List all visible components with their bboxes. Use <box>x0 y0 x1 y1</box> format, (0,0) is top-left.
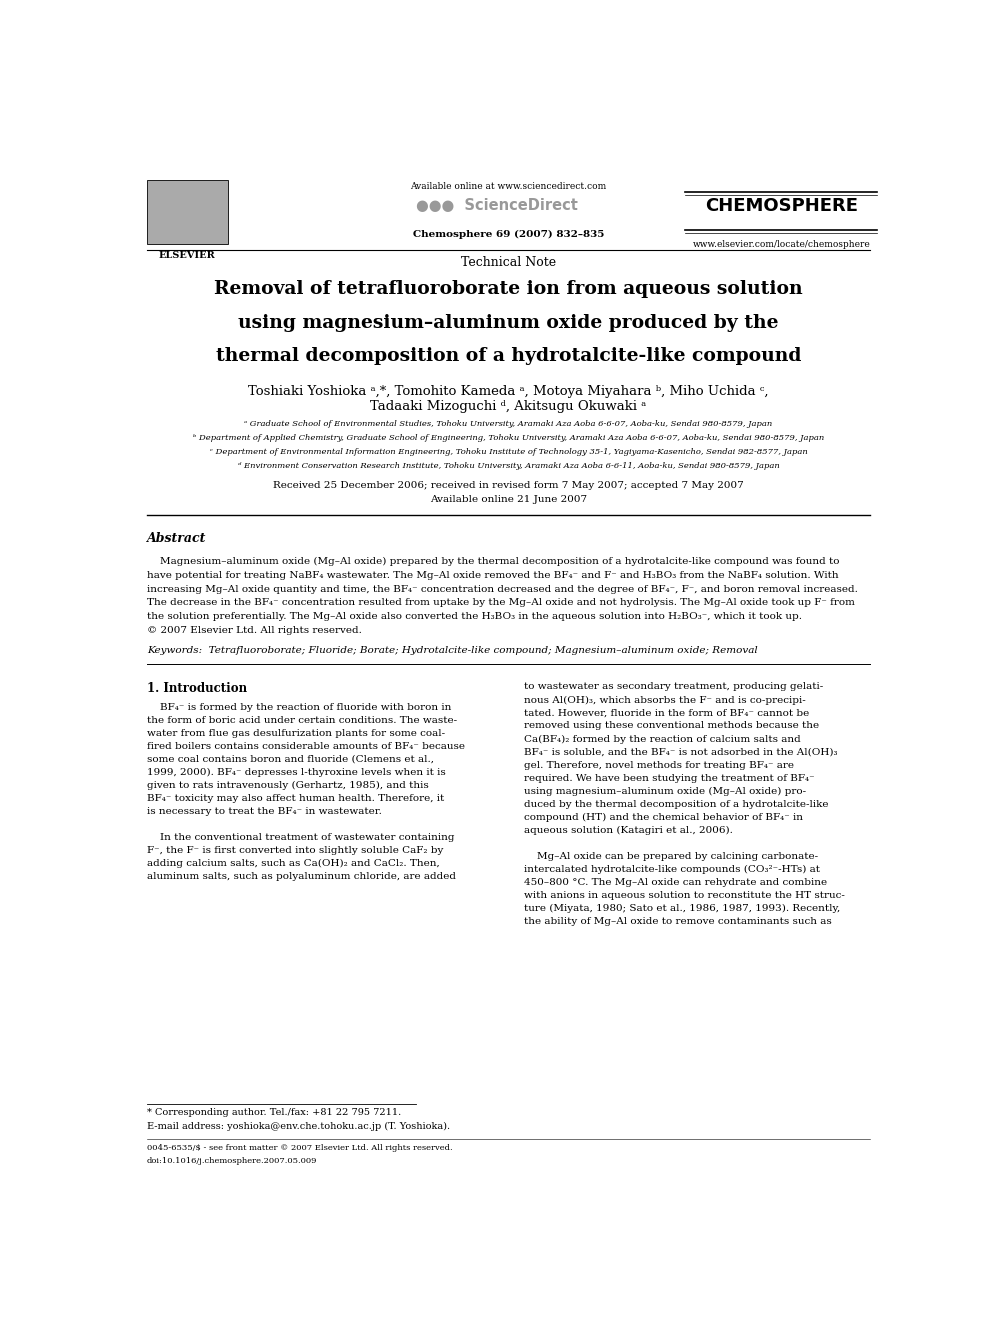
Text: The decrease in the BF₄⁻ concentration resulted from uptake by the Mg–Al oxide a: The decrease in the BF₄⁻ concentration r… <box>147 598 855 607</box>
Text: intercalated hydrotalcite-like compounds (CO₃²⁻-HTs) at: intercalated hydrotalcite-like compounds… <box>524 865 819 875</box>
Text: Tadaaki Mizoguchi ᵈ, Akitsugu Okuwaki ᵃ: Tadaaki Mizoguchi ᵈ, Akitsugu Okuwaki ᵃ <box>370 400 647 413</box>
Text: tated. However, fluoride in the form of BF₄⁻ cannot be: tated. However, fluoride in the form of … <box>524 708 809 717</box>
Text: BF₄⁻ toxicity may also affect human health. Therefore, it: BF₄⁻ toxicity may also affect human heal… <box>147 794 444 803</box>
Text: Mg–Al oxide can be prepared by calcining carbonate-: Mg–Al oxide can be prepared by calcining… <box>524 852 817 861</box>
Text: given to rats intravenously (Gerhartz, 1985), and this: given to rats intravenously (Gerhartz, 1… <box>147 781 429 790</box>
Text: Abstract: Abstract <box>147 532 206 545</box>
Text: have potential for treating NaBF₄ wastewater. The Mg–Al oxide removed the BF₄⁻ a: have potential for treating NaBF₄ wastew… <box>147 570 838 579</box>
Text: fired boilers contains considerable amounts of BF₄⁻ because: fired boilers contains considerable amou… <box>147 742 465 751</box>
Text: aluminum salts, such as polyaluminum chloride, are added: aluminum salts, such as polyaluminum chl… <box>147 872 456 881</box>
Text: Toshiaki Yoshioka ᵃ,*, Tomohito Kameda ᵃ, Motoya Miyahara ᵇ, Miho Uchida ᶜ,: Toshiaki Yoshioka ᵃ,*, Tomohito Kameda ᵃ… <box>248 385 769 398</box>
Text: ᶜ Department of Environmental Information Engineering, Tohoku Institute of Techn: ᶜ Department of Environmental Informatio… <box>209 448 807 456</box>
Text: Technical Note: Technical Note <box>461 255 556 269</box>
Text: In the conventional treatment of wastewater containing: In the conventional treatment of wastewa… <box>147 833 454 843</box>
Text: ture (Miyata, 1980; Sato et al., 1986, 1987, 1993). Recently,: ture (Miyata, 1980; Sato et al., 1986, 1… <box>524 904 840 913</box>
Text: is necessary to treat the BF₄⁻ in wastewater.: is necessary to treat the BF₄⁻ in wastew… <box>147 807 382 816</box>
Text: BF₄⁻ is formed by the reaction of fluoride with boron in: BF₄⁻ is formed by the reaction of fluori… <box>147 703 451 712</box>
Text: BF₄⁻ is soluble, and the BF₄⁻ is not adsorbed in the Al(OH)₃: BF₄⁻ is soluble, and the BF₄⁻ is not ads… <box>524 747 837 757</box>
Text: Ca(BF₄)₂ formed by the reaction of calcium salts and: Ca(BF₄)₂ formed by the reaction of calci… <box>524 734 801 744</box>
Text: nous Al(OH)₃, which absorbs the F⁻ and is co-precipi-: nous Al(OH)₃, which absorbs the F⁻ and i… <box>524 696 806 705</box>
Text: the form of boric acid under certain conditions. The waste-: the form of boric acid under certain con… <box>147 716 457 725</box>
Text: using magnesium–aluminum oxide (Mg–Al oxide) pro-: using magnesium–aluminum oxide (Mg–Al ox… <box>524 787 806 796</box>
Text: * Corresponding author. Tel./fax: +81 22 795 7211.: * Corresponding author. Tel./fax: +81 22… <box>147 1109 402 1117</box>
Text: some coal contains boron and fluoride (Clemens et al.,: some coal contains boron and fluoride (C… <box>147 755 434 763</box>
Text: duced by the thermal decomposition of a hydrotalcite-like: duced by the thermal decomposition of a … <box>524 799 828 808</box>
Text: doi:10.1016/j.chemosphere.2007.05.009: doi:10.1016/j.chemosphere.2007.05.009 <box>147 1158 317 1166</box>
Text: © 2007 Elsevier Ltd. All rights reserved.: © 2007 Elsevier Ltd. All rights reserved… <box>147 626 362 635</box>
Text: gel. Therefore, novel methods for treating BF₄⁻ are: gel. Therefore, novel methods for treati… <box>524 761 794 770</box>
Text: using magnesium–aluminum oxide produced by the: using magnesium–aluminum oxide produced … <box>238 314 779 332</box>
Text: the solution preferentially. The Mg–Al oxide also converted the H₃BO₃ in the aqu: the solution preferentially. The Mg–Al o… <box>147 613 803 620</box>
Text: water from flue gas desulfurization plants for some coal-: water from flue gas desulfurization plan… <box>147 729 445 738</box>
Text: increasing Mg–Al oxide quantity and time, the BF₄⁻ concentration decreased and t: increasing Mg–Al oxide quantity and time… <box>147 585 858 594</box>
Text: with anions in aqueous solution to reconstitute the HT struc-: with anions in aqueous solution to recon… <box>524 890 844 900</box>
Text: 450–800 °C. The Mg–Al oxide can rehydrate and combine: 450–800 °C. The Mg–Al oxide can rehydrat… <box>524 878 827 886</box>
Text: Magnesium–aluminum oxide (Mg–Al oxide) prepared by the thermal decomposition of : Magnesium–aluminum oxide (Mg–Al oxide) p… <box>147 557 839 566</box>
Text: compound (HT) and the chemical behavior of BF₄⁻ in: compound (HT) and the chemical behavior … <box>524 812 803 822</box>
Text: Received 25 December 2006; received in revised form 7 May 2007; accepted 7 May 2: Received 25 December 2006; received in r… <box>273 480 744 490</box>
Text: E-mail address: yoshioka@env.che.tohoku.ac.jp (T. Yoshioka).: E-mail address: yoshioka@env.che.tohoku.… <box>147 1122 450 1131</box>
Text: to wastewater as secondary treatment, producing gelati-: to wastewater as secondary treatment, pr… <box>524 683 823 692</box>
Text: Available online at www.sciencedirect.com: Available online at www.sciencedirect.co… <box>411 183 606 192</box>
Text: 0045-6535/$ - see front matter © 2007 Elsevier Ltd. All rights reserved.: 0045-6535/$ - see front matter © 2007 El… <box>147 1144 452 1152</box>
Text: ᵈ Environment Conservation Research Institute, Tohoku University, Aramaki Aza Ao: ᵈ Environment Conservation Research Inst… <box>237 462 780 471</box>
Text: ᵃ Graduate School of Environmental Studies, Tohoku University, Aramaki Aza Aoba : ᵃ Graduate School of Environmental Studi… <box>244 419 773 427</box>
Text: ●●●  ScienceDirect: ●●● ScienceDirect <box>416 198 577 213</box>
FancyBboxPatch shape <box>147 180 228 245</box>
Text: adding calcium salts, such as Ca(OH)₂ and CaCl₂. Then,: adding calcium salts, such as Ca(OH)₂ an… <box>147 859 439 868</box>
Text: CHEMOSPHERE: CHEMOSPHERE <box>705 197 858 216</box>
Text: 1999, 2000). BF₄⁻ depresses l-thyroxine levels when it is: 1999, 2000). BF₄⁻ depresses l-thyroxine … <box>147 767 445 777</box>
Text: thermal decomposition of a hydrotalcite-like compound: thermal decomposition of a hydrotalcite-… <box>215 347 802 365</box>
Text: Removal of tetrafluoroborate ion from aqueous solution: Removal of tetrafluoroborate ion from aq… <box>214 280 803 298</box>
Text: aqueous solution (Katagiri et al., 2006).: aqueous solution (Katagiri et al., 2006)… <box>524 826 733 835</box>
Text: 1. Introduction: 1. Introduction <box>147 683 247 696</box>
Text: required. We have been studying the treatment of BF₄⁻: required. We have been studying the trea… <box>524 774 814 783</box>
Text: ᵇ Department of Applied Chemistry, Graduate School of Engineering, Tohoku Univer: ᵇ Department of Applied Chemistry, Gradu… <box>192 434 824 442</box>
Text: Keywords:  Tetrafluoroborate; Fluoride; Borate; Hydrotalcite-like compound; Magn: Keywords: Tetrafluoroborate; Fluoride; B… <box>147 646 758 655</box>
Text: www.elsevier.com/locate/chemosphere: www.elsevier.com/locate/chemosphere <box>692 241 870 249</box>
Text: Available online 21 June 2007: Available online 21 June 2007 <box>430 495 587 504</box>
Text: removed using these conventional methods because the: removed using these conventional methods… <box>524 721 819 730</box>
Text: F⁻, the F⁻ is first converted into slightly soluble CaF₂ by: F⁻, the F⁻ is first converted into sligh… <box>147 847 443 855</box>
Text: the ability of Mg–Al oxide to remove contaminants such as: the ability of Mg–Al oxide to remove con… <box>524 917 831 926</box>
Text: ELSEVIER: ELSEVIER <box>159 251 215 261</box>
Text: Chemosphere 69 (2007) 832–835: Chemosphere 69 (2007) 832–835 <box>413 230 604 239</box>
